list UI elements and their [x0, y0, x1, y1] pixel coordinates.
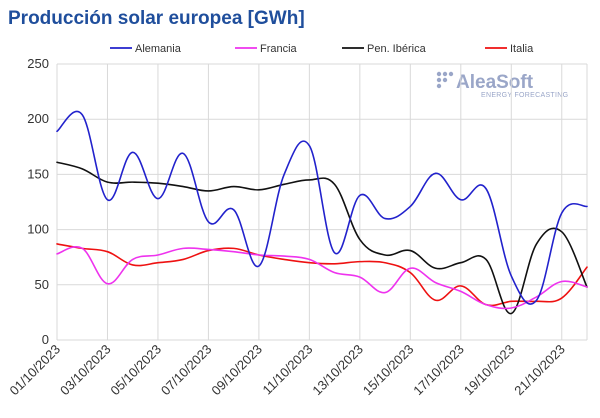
- x-tick-label: 13/10/2023: [309, 342, 366, 399]
- legend-label-francia: Francia: [260, 43, 298, 55]
- legend-label-italia: Italia: [510, 43, 534, 55]
- series-lines: [56, 110, 588, 315]
- x-tick-label: 19/10/2023: [461, 342, 518, 399]
- logo-subtext: ENERGY FORECASTING: [481, 92, 568, 99]
- y-tick-label: 250: [27, 56, 49, 71]
- legend: Alemania Francia Pen. Ibérica Italia: [110, 43, 534, 55]
- y-tick-label: 200: [27, 111, 49, 126]
- y-tick-labels: 0 50 100 150 200 250: [27, 56, 49, 347]
- x-tick-label: 01/10/2023: [6, 342, 63, 399]
- legend-label-pen-iberica: Pen. Ibérica: [367, 43, 427, 55]
- x-tick-label: 09/10/2023: [208, 342, 265, 399]
- x-tick-label: 17/10/2023: [410, 342, 467, 399]
- series-line-italia: [56, 243, 588, 307]
- gridlines: [56, 63, 588, 341]
- logo-text: AleaSoft: [456, 72, 534, 93]
- x-tick-label: 07/10/2023: [158, 342, 215, 399]
- y-tick-label: 150: [27, 166, 49, 181]
- x-tick-label: 21/10/2023: [511, 342, 568, 399]
- logo-icon: [436, 71, 454, 89]
- series-line-francia: [56, 246, 588, 310]
- y-tick-label: 0: [42, 332, 49, 347]
- chart-title: Producción solar europea [GWh]: [8, 8, 305, 29]
- y-tick-label: 100: [27, 222, 49, 237]
- y-tick-label: 50: [35, 277, 49, 292]
- x-tick-label: 11/10/2023: [260, 342, 316, 398]
- legend-label-alemania: Alemania: [135, 43, 182, 55]
- x-tick-label: 03/10/2023: [57, 342, 114, 399]
- x-tick-label: 15/10/2023: [360, 342, 417, 399]
- x-tick-label: 05/10/2023: [107, 342, 164, 399]
- x-tick-labels: 01/10/202303/10/202305/10/202307/10/2023…: [6, 342, 567, 399]
- series-line-alemania: [56, 110, 588, 305]
- series-line-pen-iberica: [56, 161, 588, 315]
- watermark-logo: AleaSoft ENERGY FORECASTING: [436, 71, 568, 99]
